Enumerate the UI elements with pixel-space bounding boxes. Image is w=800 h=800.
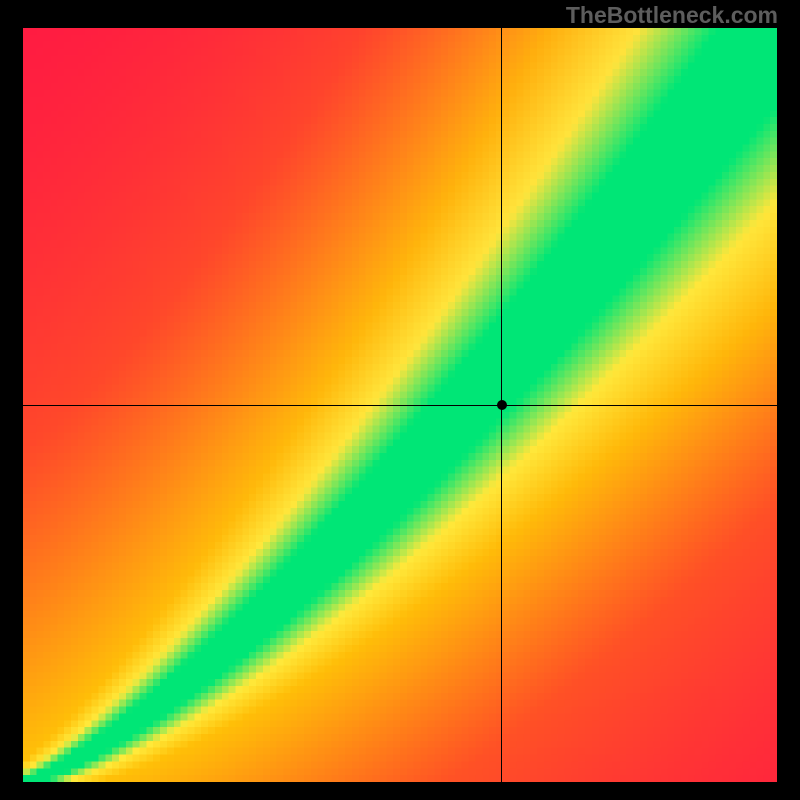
crosshair-marker [497,400,507,410]
chart-container: TheBottleneck.com [0,0,800,800]
crosshair-horizontal [23,405,777,406]
watermark-text: TheBottleneck.com [566,2,778,29]
